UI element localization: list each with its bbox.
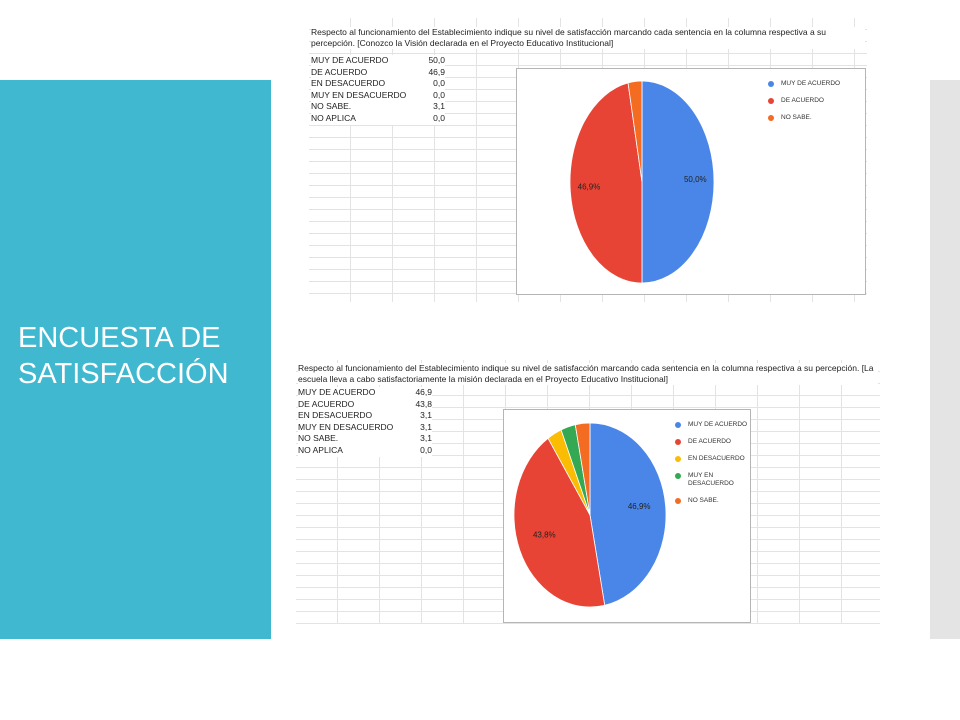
table-row: DE ACUERDO 43,8 xyxy=(298,399,432,411)
row-label: EN DESACUERDO xyxy=(311,78,386,89)
table-row: NO APLICA 0,0 xyxy=(311,113,445,125)
row-label: EN DESACUERDO xyxy=(298,410,373,421)
row-value: 3,1 xyxy=(420,433,432,444)
legend-item: DE ACUERDO xyxy=(675,438,757,446)
question-header-1: Respecto al funcionamiento del Estableci… xyxy=(311,27,865,49)
legend-label: MUY DE ACUERDO xyxy=(688,421,748,428)
row-value: 3,1 xyxy=(433,101,445,112)
row-label: MUY DE ACUERDO xyxy=(311,55,389,65)
table-row: DE ACUERDO 46,9 xyxy=(311,67,445,79)
question-header-2: Respecto al funcionamiento del Estableci… xyxy=(298,363,878,385)
row-value: 0,0 xyxy=(433,89,445,100)
legend-item: NO SABE. xyxy=(768,114,858,122)
row-value: 3,1 xyxy=(420,410,432,421)
legend-label: NO SABE. xyxy=(781,114,812,121)
row-value: 3,1 xyxy=(420,421,432,432)
legend-item: DE ACUERDO xyxy=(768,97,858,105)
legend-swatch xyxy=(768,98,774,104)
row-value: 43,8 xyxy=(415,398,432,409)
legend-item: EN DESACUERDO xyxy=(675,455,757,463)
legend-swatch xyxy=(675,473,681,479)
row-label: NO SABE. xyxy=(311,101,352,112)
pie-slice xyxy=(513,437,606,608)
legend-swatch xyxy=(768,81,774,87)
legend-swatch xyxy=(768,115,774,121)
slide-title-line-2: SATISFACCIÓN xyxy=(18,358,229,390)
pie-slice xyxy=(574,422,591,516)
row-value: 0,0 xyxy=(420,444,432,455)
legend-label: MUY DE ACUERDO xyxy=(781,80,841,87)
slice-label: 50,0% xyxy=(684,175,707,184)
legend-label: NO SABE. xyxy=(688,497,719,504)
legend-item: MUY DE ACUERDO xyxy=(675,421,757,429)
row-label: DE ACUERDO xyxy=(298,398,355,409)
slide-title-line-1: ENCUESTA DE xyxy=(18,322,221,354)
row-value: 50,0 xyxy=(428,55,445,65)
row-value: 0,0 xyxy=(433,78,445,89)
row-label: MUY DE ACUERDO xyxy=(298,387,376,397)
pie-slice xyxy=(627,80,643,183)
slice-label: 46,9% xyxy=(628,502,651,511)
table-row: EN DESACUERDO 3,1 xyxy=(298,410,432,422)
table-row: EN DESACUERDO 0,0 xyxy=(311,78,445,90)
legend-swatch xyxy=(675,456,681,462)
legend-label: DE ACUERDO xyxy=(688,438,731,445)
row-value: 46,9 xyxy=(428,66,445,77)
table-row: NO APLICA 0,0 xyxy=(298,445,432,457)
pie-chart-1-svg: 50,0% 46,9% xyxy=(569,80,715,284)
legend-swatch xyxy=(675,498,681,504)
data-table-2: MUY DE ACUERDO 46,9 DE ACUERDO 43,8 EN DES… xyxy=(298,387,432,457)
legend-label: MUY EN DESACUERDO xyxy=(688,472,734,487)
row-value: 46,9 xyxy=(415,387,432,397)
legend-label: DE ACUERDO xyxy=(781,97,824,104)
legend-item: MUY DE ACUERDO xyxy=(768,80,858,88)
pie-chart-2: 46,9% 43,8% xyxy=(503,409,751,623)
table-row: MUY EN DESACUERDO 3,1 xyxy=(298,422,432,434)
legend-item: NO SABE. xyxy=(675,497,757,505)
table-row: NO SABE. 3,1 xyxy=(298,433,432,445)
title-panel xyxy=(0,80,271,639)
legend-label: EN DESACUERDO xyxy=(688,455,745,462)
row-label: DE ACUERDO xyxy=(311,66,368,77)
legend-swatch xyxy=(675,422,681,428)
pie-chart-1: 50,0% 46,9% xyxy=(516,68,866,295)
table-row: MUY EN DESACUERDO 0,0 xyxy=(311,90,445,102)
pie-slice xyxy=(589,422,667,606)
data-table-1: MUY DE ACUERDO 50,0 DE ACUERDO 46,9 EN DES… xyxy=(311,55,445,125)
right-edge-strip xyxy=(930,80,960,639)
row-label: MUY EN DESACUERDO xyxy=(311,89,407,100)
legend-2: MUY DE ACUERDO DE ACUERDO EN DESACUERDO … xyxy=(675,421,757,514)
pie-slice xyxy=(641,80,715,284)
legend-1: MUY DE ACUERDO DE ACUERDO NO SABE. xyxy=(768,80,858,131)
table-row: MUY DE ACUERDO 50,0 xyxy=(311,55,445,67)
row-label: NO SABE. xyxy=(298,433,339,444)
legend-item: MUY EN DESACUERDO xyxy=(675,472,757,488)
row-label: NO APLICA xyxy=(311,112,356,123)
row-value: 0,0 xyxy=(433,112,445,123)
legend-swatch xyxy=(675,439,681,445)
table-row: MUY DE ACUERDO 46,9 xyxy=(298,387,432,399)
row-label: MUY EN DESACUERDO xyxy=(298,421,394,432)
table-row: NO SABE. 3,1 xyxy=(311,101,445,113)
pie-slice xyxy=(569,82,643,284)
row-label: NO APLICA xyxy=(298,444,343,455)
slice-label: 46,9% xyxy=(578,182,601,191)
slide-title: ENCUESTA DE SATISFACCIÓN xyxy=(18,320,268,392)
pie-chart-2-svg: 46,9% 43,8% xyxy=(513,422,667,608)
slice-label: 43,8% xyxy=(533,531,556,540)
